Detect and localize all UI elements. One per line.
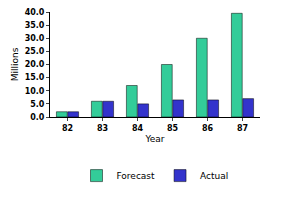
- svg-text:82: 82: [62, 124, 73, 133]
- svg-text:Actual: Actual: [200, 171, 228, 181]
- svg-text:15.0: 15.0: [25, 73, 45, 82]
- svg-text:Forecast: Forecast: [117, 171, 156, 181]
- svg-text:20.0: 20.0: [25, 60, 45, 69]
- svg-text:0.0: 0.0: [30, 113, 45, 122]
- svg-text:Millions: Millions: [10, 47, 20, 81]
- svg-text:85: 85: [167, 124, 179, 133]
- svg-text:40.0: 40.0: [25, 8, 45, 17]
- svg-text:10.0: 10.0: [25, 87, 45, 96]
- svg-text:35.0: 35.0: [25, 21, 45, 30]
- svg-text:25.0: 25.0: [25, 47, 45, 56]
- svg-text:87: 87: [237, 124, 248, 133]
- svg-text:5.0: 5.0: [30, 100, 45, 109]
- svg-text:30.0: 30.0: [25, 34, 45, 43]
- svg-text:83: 83: [97, 124, 108, 133]
- svg-text:86: 86: [202, 124, 214, 133]
- svg-text:84: 84: [132, 124, 144, 133]
- svg-text:Year: Year: [144, 134, 164, 144]
